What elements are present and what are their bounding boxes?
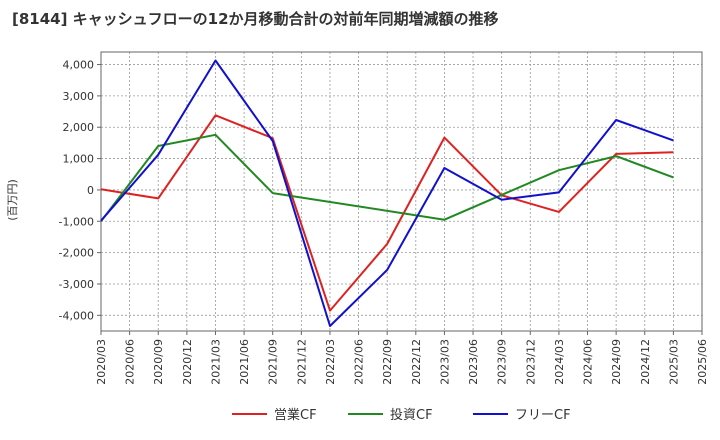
plot-frame bbox=[100, 51, 703, 332]
legend-label: 営業CF bbox=[274, 407, 317, 423]
x-axis-ticks: 2020/03 2020/06 2020/09 2020/12 2021/03 2021/… bbox=[95, 331, 709, 385]
x-tick-label: 2021/09 bbox=[267, 339, 280, 385]
legend-label: 投資CF bbox=[390, 407, 433, 423]
x-tick-label: 2022/09 bbox=[381, 339, 394, 385]
x-tick-label: 2024/09 bbox=[610, 339, 623, 385]
y-tick-label: 3,000 bbox=[63, 90, 95, 103]
x-tick-label: 2024/03 bbox=[553, 339, 566, 385]
series-line-0 bbox=[100, 114, 674, 312]
x-tick-label: 2022/06 bbox=[353, 339, 366, 385]
x-tick-label: 2024/12 bbox=[639, 339, 652, 385]
x-tick-label: 2024/06 bbox=[582, 339, 595, 385]
x-tick-label: 2022/12 bbox=[410, 339, 423, 385]
grid-layer bbox=[100, 52, 703, 331]
chart-title: [8144] キャッシュフローの12か月移動合計の対前年同期増減額の推移 bbox=[12, 10, 499, 28]
x-tick-label: 2023/03 bbox=[438, 339, 451, 385]
x-tick-label: 2021/12 bbox=[295, 339, 308, 385]
x-tick-label: 2020/06 bbox=[124, 339, 137, 385]
x-tick-label: 2020/09 bbox=[152, 339, 165, 385]
x-tick-label: 2020/03 bbox=[95, 339, 108, 385]
series-layer bbox=[100, 59, 674, 327]
x-tick-label: 2023/12 bbox=[524, 339, 537, 385]
y-axis-ticks: 4,000 3,000 2,000 1,000 0 -1,000 -2,000 -3,000 -… bbox=[59, 59, 101, 322]
x-tick-label: 2023/06 bbox=[467, 339, 480, 385]
legend: 営業CF 投資CF フリーCF bbox=[232, 407, 571, 423]
y-tick-label: -4,000 bbox=[59, 309, 94, 322]
y-tick-label: -2,000 bbox=[59, 247, 94, 260]
x-tick-label: 2020/12 bbox=[181, 339, 194, 385]
y-tick-label: -3,000 bbox=[59, 278, 94, 291]
legend-label: フリーCF bbox=[515, 408, 571, 423]
x-tick-label: 2025/03 bbox=[667, 339, 680, 385]
y-tick-label: 4,000 bbox=[63, 59, 95, 72]
y-tick-label: -1,000 bbox=[59, 215, 94, 228]
y-tick-label: 1,000 bbox=[63, 153, 95, 166]
y-tick-label: 2,000 bbox=[63, 121, 95, 134]
y-axis-label: (百万円) bbox=[6, 179, 19, 221]
x-tick-label: 2023/09 bbox=[496, 339, 509, 385]
y-tick-label: 0 bbox=[87, 184, 94, 197]
series-line-1 bbox=[100, 133, 674, 222]
series-line-2 bbox=[100, 59, 674, 327]
x-tick-label: 2021/03 bbox=[209, 339, 222, 385]
x-tick-label: 2022/03 bbox=[324, 339, 337, 385]
x-tick-label: 2025/06 bbox=[696, 339, 709, 385]
x-tick-label: 2021/06 bbox=[238, 339, 251, 385]
